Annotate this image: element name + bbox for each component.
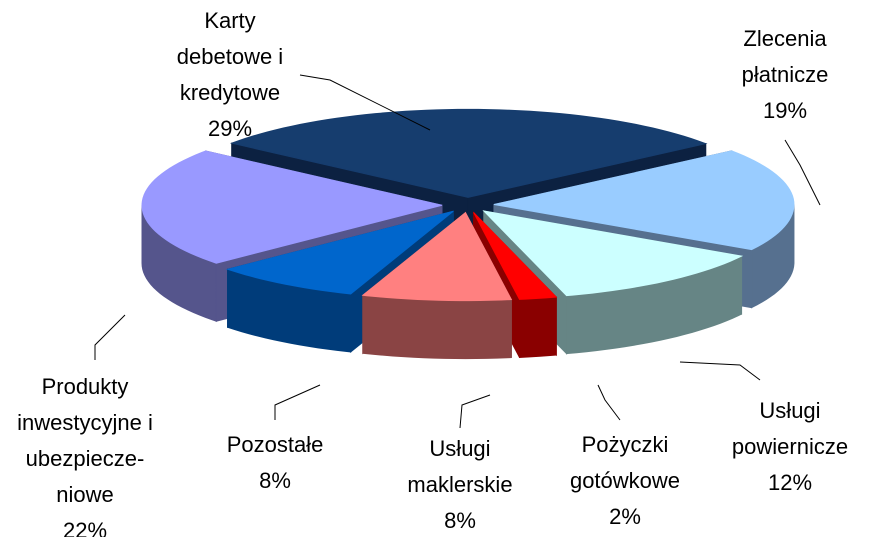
label-line: płatnicze <box>742 62 829 87</box>
slice-top <box>141 150 443 264</box>
leader-line <box>299 74 431 131</box>
slice <box>361 211 513 360</box>
label-line: ubezpiecze- <box>26 446 145 471</box>
leader-line <box>274 384 321 420</box>
label-line: gotówkowe <box>570 468 680 493</box>
value-label: 8% <box>444 508 476 533</box>
label-line: Pożyczki <box>582 432 669 457</box>
value-label: 19% <box>763 98 807 123</box>
slice-top <box>225 210 454 295</box>
value-label: 12% <box>768 470 812 495</box>
label-line: maklerskie <box>407 472 512 497</box>
leader-line <box>679 361 761 381</box>
slice-label: Produkty inwestycyjne i ubezpiecze-niowe <box>17 374 153 507</box>
slice-top <box>229 108 708 198</box>
label-line: Produkty <box>42 374 129 399</box>
slice-wall <box>518 296 557 358</box>
leader-line <box>597 384 621 421</box>
slice-label: Pożyczki gotówkowe <box>570 432 680 493</box>
slice-label: Zlecenia płatnicze <box>742 26 829 87</box>
label-line: powiernicze <box>732 434 848 459</box>
value-label: 8% <box>259 468 291 493</box>
label-line: debetowe i <box>177 44 283 69</box>
slice-label: Usługi powiernicze <box>732 398 848 459</box>
slice-top <box>473 212 558 300</box>
label-line: inwestycyjne i <box>17 410 153 435</box>
label-line: Usługi <box>429 436 490 461</box>
label-line: Karty <box>204 8 255 33</box>
value-label: 22% <box>63 518 107 537</box>
label-line: kredytowe <box>180 80 280 105</box>
value-label: 29% <box>208 116 252 141</box>
slice-wall <box>362 294 512 360</box>
leader-line <box>459 394 491 429</box>
leader-line <box>94 314 126 360</box>
label-line: Pozostałe <box>227 432 324 457</box>
slice-label: Pozostałe <box>227 432 324 457</box>
slice-label: Usługi maklerskie <box>407 436 512 497</box>
value-label: 2% <box>609 504 641 529</box>
slice-label: Karty debetowe i kredytowe <box>177 8 283 105</box>
slice-top <box>361 211 513 302</box>
slice-top <box>493 150 795 251</box>
label-line: Zlecenia <box>743 26 827 51</box>
label-line: niowe <box>56 482 113 507</box>
label-line: Usługi <box>759 398 820 423</box>
leader-line <box>784 139 821 206</box>
slice-top <box>482 210 744 297</box>
